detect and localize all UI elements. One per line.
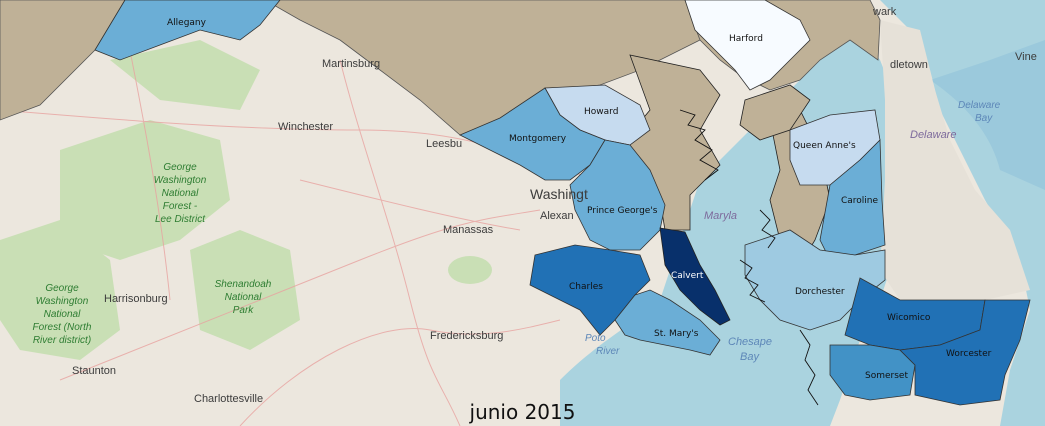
label-charlottesville: Charlottesville [194,393,263,405]
label-chesapeake-2: Bay [740,351,760,363]
basemap-labels: Martinsburg Winchester Leesbu Washingt A… [33,6,1037,405]
label-manassas: Manassas [443,224,494,236]
svg-text:Forest -: Forest - [163,201,198,212]
svg-text:National: National [225,292,262,303]
county-allegany[interactable] [94,0,281,61]
label-caroline: Caroline [841,196,879,206]
svg-text:National: National [44,309,81,320]
svg-text:Forest (North: Forest (North [33,322,92,333]
label-martinsburg: Martinsburg [322,58,380,70]
label-dorchester: Dorchester [795,287,845,297]
county-st-marys[interactable] [614,289,721,356]
county-calvert[interactable] [659,227,731,326]
svg-text:George: George [163,162,197,173]
svg-text:National: National [162,188,199,199]
label-prince-georges: Prince George's [587,206,658,216]
label-gw-forest-lee: George Washington National Forest - Lee … [154,162,207,225]
label-wicomico: Wicomico [887,313,931,323]
label-potomac-2: River [596,346,620,357]
svg-text:Washington: Washington [154,175,207,186]
neighbor-wv [0,0,126,121]
county-worcester[interactable] [899,299,1031,406]
label-newark: wark [872,6,897,18]
label-howard: Howard [584,107,618,117]
label-somerset: Somerset [865,371,908,381]
label-delaware: Delaware [910,129,956,141]
label-leesburg: Leesbu [426,138,462,150]
svg-text:Lee District: Lee District [155,214,206,225]
date-caption: junio 2015 [469,400,576,424]
delaware-land [880,20,1030,300]
label-queen-annes: Queen Anne's [793,141,856,151]
county-somerset[interactable] [829,344,916,401]
label-chesapeake-1: Chesape [728,336,772,348]
county-caroline[interactable] [819,139,886,261]
county-labels: Allegany Harford Howard Montgomery Queen… [167,18,992,381]
label-calvert: Calvert [671,271,704,281]
label-shenandoah: Shenandoah National Park [215,279,272,316]
label-potomac-1: Poto [585,333,606,344]
svg-text:George: George [45,283,79,294]
label-montgomery: Montgomery [509,134,567,144]
svg-text:Park: Park [233,305,255,316]
label-delaware-bay-2: Bay [975,113,993,124]
label-middletown: dletown [890,59,928,71]
label-delaware-bay-1: Delaware [958,100,1001,111]
label-winchester: Winchester [278,121,333,133]
county-prince-georges[interactable] [569,139,666,251]
svg-text:Washington: Washington [36,296,89,307]
label-fredericksburg: Fredericksburg [430,330,503,342]
label-staunton: Staunton [72,365,116,377]
label-maryland: Maryla [704,210,737,222]
label-harford: Harford [729,34,763,44]
label-st-marys: St. Mary's [654,329,699,339]
label-worcester: Worcester [946,349,992,359]
svg-text:River district): River district) [33,335,91,346]
label-alexandria: Alexan [540,210,574,222]
coastline-detail [679,109,819,406]
label-allegany: Allegany [167,18,207,28]
svg-text:Shenandoah: Shenandoah [215,279,272,290]
label-washington: Washingt [530,186,588,202]
label-harrisonburg: Harrisonburg [104,293,168,305]
county-harford[interactable] [684,0,811,91]
forest-areas [0,40,492,360]
label-vineland: Vine [1015,51,1037,63]
label-gw-forest-north: George Washington National Forest (North… [33,283,92,346]
label-charles: Charles [569,282,603,292]
